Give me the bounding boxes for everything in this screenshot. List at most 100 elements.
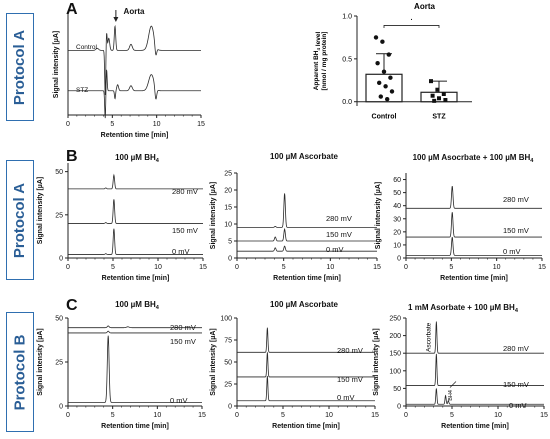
x-axis-label: Retention time [min]: [273, 275, 341, 282]
series-label: 0 mV: [172, 247, 190, 256]
series-label: 280 mV: [170, 323, 196, 332]
x-tick-label: 15: [198, 412, 206, 419]
x-tick-label: 15: [538, 264, 546, 271]
y-tick-label: 20: [393, 229, 401, 236]
chart-title: 100 µM Ascorbate: [270, 300, 338, 309]
data-point: [383, 84, 388, 89]
data-point: [432, 98, 437, 103]
x-axis-label: Retention time [min]: [102, 275, 170, 282]
significance-mark: ·: [410, 14, 413, 25]
data-point: [430, 93, 435, 98]
x-tick-label: 10: [325, 412, 333, 419]
y-tick-label: 20: [224, 188, 232, 195]
chart-title: Aorta: [124, 7, 145, 16]
series-label: 280 mV: [337, 346, 363, 355]
y-tick-label: 60: [393, 177, 401, 184]
x-tick-label: 15: [197, 121, 205, 128]
x-tick-label: 10: [153, 412, 161, 419]
y-tick-label: 75: [224, 338, 232, 345]
series-label: 150 mV: [326, 230, 352, 239]
x-tick-label: 5: [449, 264, 453, 271]
data-point: [437, 96, 441, 101]
trace-150-mv: [68, 330, 202, 334]
trace-280-mv: [68, 325, 202, 329]
panel-letter-c: C: [66, 297, 78, 314]
x-tick-label: 0: [235, 412, 239, 419]
y-tick-label: 25: [224, 171, 232, 178]
trace-150-mv: [237, 227, 377, 242]
chart-title: 100 µM Ascorbate: [270, 152, 338, 161]
trace-280-mv: [237, 327, 375, 353]
protocol-a-box-middle: Protocol A: [6, 160, 34, 280]
chart-title: 1 mM Asorbate + 100 µM BH4: [408, 303, 519, 314]
x-tick-label: 0: [66, 264, 70, 271]
data-point: [375, 60, 380, 66]
x-tick-label: 15: [540, 412, 548, 419]
y-tick-label: 10: [224, 222, 232, 229]
series-label: STZ: [76, 87, 88, 94]
peak-label-bh4: BH4: [448, 390, 454, 401]
y-tick-label: 50: [393, 190, 401, 197]
trace-280-mv: [406, 321, 544, 354]
y-axis-label: Signal intensity [µA]: [210, 182, 217, 249]
protocol-b-box: Protocol B: [6, 312, 34, 432]
series-label: 0 mV: [326, 245, 344, 254]
y-tick-label: 0: [397, 404, 401, 411]
x-tick-label: 0: [66, 412, 70, 419]
data-point: [389, 89, 395, 94]
y-axis-label: Signal intensity [µA]: [37, 328, 44, 395]
trace-280-mv: [68, 173, 203, 190]
y-tick-label: 0: [59, 256, 63, 263]
x-tick-label: 10: [494, 412, 502, 419]
panel-letter-b: B: [66, 148, 78, 165]
y-tick-label: 0: [59, 404, 63, 411]
chart-B1: 0 5 10 15 0 25 50 Retention time [min] Signal in…: [37, 153, 207, 282]
chart-A-chrom: 0 5 10 15 Retention time [min] Signal intensi…: [53, 7, 205, 139]
y-tick-label: 150: [389, 351, 401, 358]
series-label: 0 mV: [170, 396, 188, 405]
bar-control: [365, 73, 403, 103]
y-tick-label: 50: [55, 169, 63, 176]
trace-0-mv: [68, 335, 202, 403]
x-tick-label: 0: [235, 264, 239, 271]
x-tick-label: 5: [111, 264, 115, 271]
x-tick-label: 0: [404, 412, 408, 419]
series-label: 280 mV: [172, 187, 198, 196]
data-point: [441, 92, 446, 96]
x-tick-label: 5: [282, 264, 286, 271]
y-tick-label: 25: [55, 360, 63, 367]
chart-title: 100 µM BH4: [115, 153, 160, 164]
x-tick-label: 15: [199, 264, 207, 271]
chart-A-bar: 0.0 0.5 1.0 Aorta Apparent BH4 level [nmol / …: [313, 2, 472, 121]
y-tick-label: 0.0: [342, 99, 352, 106]
y-tick-label: 100: [220, 316, 232, 323]
data-point: [380, 39, 385, 44]
series-label: 150 mV: [503, 226, 529, 235]
protocol-a-box-top: Protocol A: [6, 13, 34, 121]
x-tick-label: 10: [326, 264, 334, 271]
category-label: STZ: [432, 114, 446, 121]
y-axis-label-line2: [nmol / mg protein]: [321, 32, 328, 91]
trace-control: [68, 24, 201, 96]
trace-150-mv: [406, 212, 542, 238]
x-tick-label: 5: [111, 412, 115, 419]
chart-C2: 0 5 10 15 0 25 50 75 100 Retention time [min] Sign…: [210, 300, 379, 430]
y-axis-label: Signal intensity [µA]: [37, 177, 44, 244]
x-tick-label: 15: [373, 264, 381, 271]
y-tick-label: 25: [224, 382, 232, 389]
y-tick-label: 0.5: [342, 56, 352, 63]
trace-0-mv: [406, 388, 544, 405]
y-tick-label: 0: [397, 256, 401, 263]
y-tick-label: 15: [224, 205, 232, 212]
chart-C1: 0 5 10 15 0 25 50 Retention time [min] Signal in…: [37, 300, 206, 430]
series-label: 0 mV: [509, 401, 527, 410]
chart-B2: 0 5 10 15 0 5 10 15 20 25 Retention time [min] Sign…: [210, 152, 381, 282]
x-tick-label: 0: [404, 264, 408, 271]
data-point: [378, 94, 383, 99]
category-label: Control: [372, 114, 397, 121]
trace-0-mv: [237, 376, 375, 402]
y-axis-label: Signal intensity [µA]: [53, 31, 60, 98]
x-tick-label: 15: [371, 412, 379, 419]
